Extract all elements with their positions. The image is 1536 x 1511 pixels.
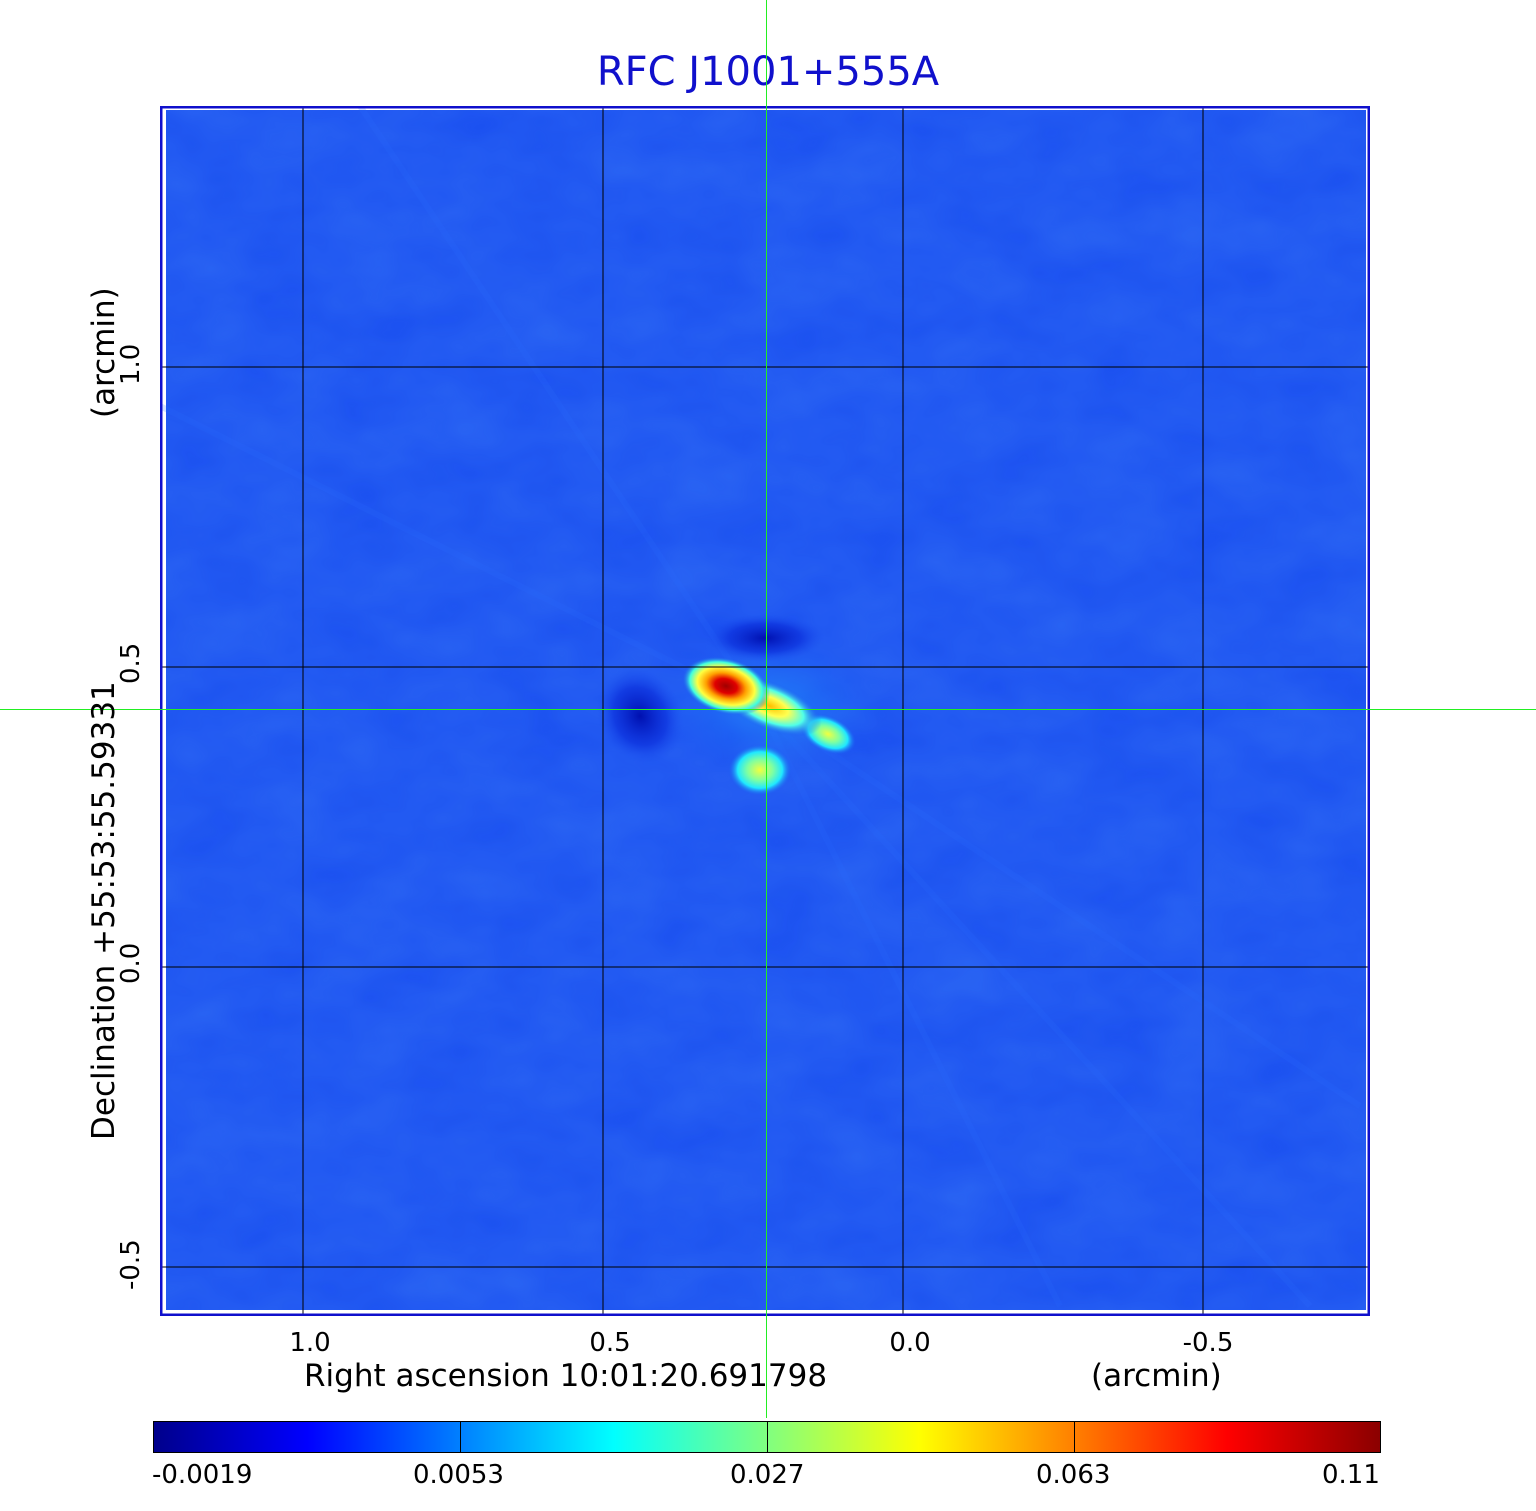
colorbar-tick-label: -0.0019 [152, 1460, 253, 1490]
colorbar-tick-label: 0.027 [730, 1460, 805, 1490]
x-tick-label: 0.5 [589, 1328, 631, 1358]
radio-image-plot [160, 106, 1370, 1316]
core [681, 656, 771, 716]
crosshair-horizontal [0, 709, 1536, 710]
x-tick-label: 0.0 [889, 1328, 931, 1358]
plot-title: RFC J1001+555A [596, 49, 940, 95]
colorbar-tick-mark [1074, 1421, 1075, 1453]
y-axis-label: Declination +55:53:55.59331 [86, 681, 122, 1140]
x-tick-label: 1.0 [289, 1328, 331, 1358]
negative-lobe-west [595, 667, 685, 765]
x-axis-label: Right ascension 10:01:20.691798 [304, 1358, 828, 1394]
colorbar-tick-label: 0.063 [1036, 1460, 1111, 1490]
y-tick-label: -0.5 [116, 1239, 146, 1290]
colorbar-tick-mark [460, 1421, 461, 1453]
colorbar-tick-label: 0.11 [1322, 1460, 1380, 1490]
y-tick-label: 0.5 [116, 642, 146, 684]
colorbar-tick-mark [767, 1421, 768, 1453]
x-axis-unit: (arcmin) [1091, 1358, 1222, 1394]
plot-frame [160, 106, 1370, 1316]
radio-map-svg [160, 106, 1370, 1316]
x-tick-label: -0.5 [1182, 1328, 1234, 1358]
negative-lobe-north [705, 614, 825, 662]
colorbar-tick-label: 0.0053 [413, 1460, 504, 1490]
y-axis-unit: (arcmin) [86, 287, 122, 418]
southern-component [728, 744, 792, 796]
